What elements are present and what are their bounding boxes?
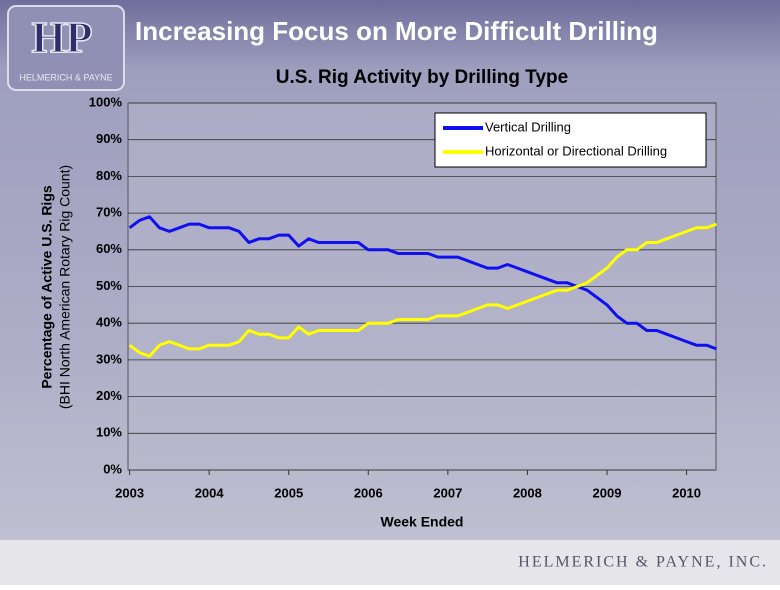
y-tick-label: 100%: [89, 94, 123, 109]
y-tick-label: 70%: [96, 205, 122, 220]
y-tick-label: 60%: [96, 241, 122, 256]
x-tick-label: 2003: [115, 485, 144, 500]
y-tick-label: 90%: [96, 131, 122, 146]
y-tick-label: 30%: [96, 351, 122, 366]
logo-mark: HP: [31, 13, 92, 62]
data-line: [128, 215, 717, 351]
chart-title: U.S. Rig Activity by Drilling Type: [276, 67, 568, 88]
x-tick-label: 2006: [354, 485, 383, 500]
legend-box: [434, 112, 707, 168]
footer-band: [0, 540, 780, 585]
x-tick-label: 2007: [433, 485, 462, 500]
x-tick-label: 2010: [672, 485, 701, 500]
legend-label: Vertical Drilling: [485, 119, 571, 134]
y-axis-label: (BHI North American Rotary Rig Count): [57, 165, 73, 409]
y-tick-label: 10%: [96, 425, 122, 440]
x-tick-label: 2008: [513, 485, 542, 500]
logo: HP HELMERICH & PAYNE: [7, 5, 125, 91]
logo-name: HELMERICH & PAYNE: [19, 72, 112, 82]
footer-text: HELMERICH & PAYNE, INC.: [518, 554, 768, 571]
x-tick-label: 2004: [195, 485, 225, 500]
y-tick-label: 80%: [96, 168, 122, 183]
x-tick-label: 2009: [593, 485, 622, 500]
x-axis-label: Week Ended: [381, 514, 464, 530]
y-tick-label: 40%: [96, 315, 122, 330]
x-tick-label: 2005: [274, 485, 303, 500]
legend-label: Horizontal or Directional Drilling: [485, 143, 667, 158]
data-line: [128, 222, 717, 358]
y-tick-label: 50%: [96, 278, 122, 293]
y-axis-label: Percentage of Active U.S. Rigs: [39, 185, 55, 389]
logo-frame: [7, 5, 125, 91]
y-tick-label: 20%: [96, 388, 122, 403]
slide-title: Increasing Focus on More Difficult Drill…: [135, 16, 658, 46]
y-tick-label: 0%: [103, 461, 122, 476]
